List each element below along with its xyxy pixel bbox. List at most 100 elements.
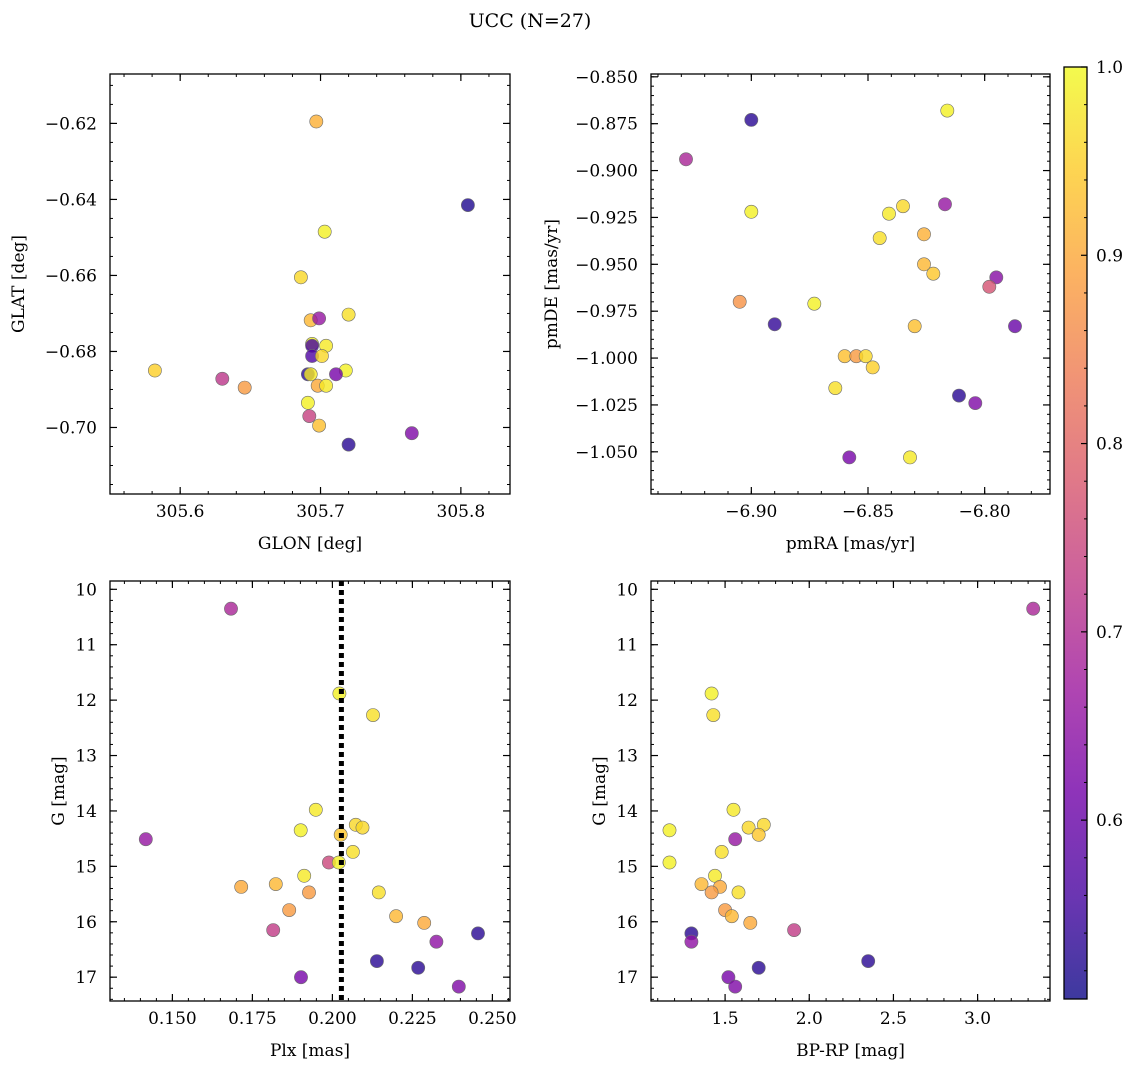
axes-frame [650,73,1051,495]
points-plx-g [138,601,485,994]
y-tick-label: −0.62 [45,114,97,134]
figure-title: UCC (N=27) [469,10,592,32]
scatter-point [345,845,360,859]
y-tick-label: 17 [75,968,97,988]
scatter-point [331,855,346,870]
ticks-bprp-g: 1.5 2.0 2.5 3.0 10 11 12 13 14 15 16 17 [616,580,1050,1029]
y-tick-label: 15 [75,857,97,877]
scatter-point [721,970,736,985]
colorbar-frame [1063,66,1088,1000]
scatter-point [429,934,444,949]
scatter-point [940,103,955,118]
y-tick-label: 11 [616,636,638,656]
scatter-point [679,152,693,167]
scatter-point [366,708,380,722]
y-tick-label: −0.975 [575,302,638,322]
panel-bprp-g: 1.5 2.0 2.5 3.0 10 11 12 13 14 15 16 17 BP-RP [mag] G… [590,580,1051,1061]
scatter-point [266,923,281,937]
points-bprp-g [662,601,1041,994]
scatter-point [858,349,873,364]
y-tick-label: 17 [616,968,638,988]
scatter-point [268,877,283,891]
scatter-point [471,926,485,941]
scatter-point [411,960,426,975]
x-tick-label: 3.0 [964,1009,991,1029]
scatter-point [312,311,326,326]
panel-plx-g: 0.150 0.175 0.200 0.225 0.250 10 11 12 13 14 15 16 1… [49,580,517,1061]
scatter-point [714,845,729,859]
scatter-point [341,437,356,452]
scatter-point [224,601,238,616]
scatter-point [732,294,747,309]
scatter-point [308,802,323,817]
scatter-point [807,296,822,311]
scatter-point [917,227,931,242]
scatter-point [282,903,297,917]
colorbar-tick-label: 1.0 [1096,58,1123,78]
panel-glon-glat: 305.6 305.7 305.8 −0.62 −0.64 −0.66 −0.68 −0.70… [9,73,511,554]
scatter-point [926,266,941,281]
scatter-point [728,979,743,994]
scatter-point [234,880,249,894]
scatter-point [329,367,343,382]
y-tick-label: −0.66 [45,266,97,286]
scatter-point [341,307,356,322]
x-axis-label: BP-RP [mag] [796,1041,905,1061]
x-axis-label: pmRA [mas/yr] [786,534,915,554]
x-tick-label: 305.8 [437,502,486,522]
scatter-point [694,877,709,891]
x-tick-label: 0.200 [308,1009,357,1029]
x-tick-label: 305.6 [156,502,205,522]
y-tick-label: 12 [616,691,638,711]
x-tick-label: 2.5 [880,1009,907,1029]
panel-pmra-pmde: −6.90 −6.85 −6.80 −0.850 −0.875 −0.900 −0.925 −… [542,68,1051,554]
y-axis-label: G [mag] [590,756,610,825]
scatter-point [767,317,782,332]
colorbar-tick-label: 0.9 [1096,246,1123,266]
y-tick-label: −0.875 [575,115,638,135]
x-tick-label: 0.150 [148,1009,197,1029]
scatter-point [704,885,719,900]
scatter-point [952,388,966,403]
scatter-point [741,820,756,835]
scatter-point [404,426,419,441]
scatter-point [314,349,329,363]
scatter-point [968,396,983,410]
scatter-point [309,114,324,129]
y-tick-label: 16 [616,913,638,933]
x-tick-label: 305.7 [296,502,345,522]
y-tick-label: 13 [616,747,638,767]
y-tick-label: −1.000 [575,349,638,369]
scatter-point [989,270,1004,285]
scatter-point [237,380,252,395]
scatter-point [302,409,317,423]
scatter-point [300,395,315,410]
scatter-point [938,197,952,212]
scatter-point [319,378,333,393]
x-tick-label: 0.175 [228,1009,277,1029]
scatter-point [147,363,162,378]
scatter-point [861,954,876,968]
colorbar-tick-label: 0.7 [1096,623,1123,643]
scatter-point [837,349,852,364]
colorbar-tick-label: 0.8 [1096,435,1123,455]
scatter-point [1008,319,1022,334]
colorbar-fill [1064,67,1087,999]
scatter-point [704,686,719,701]
y-tick-label: −0.68 [45,342,97,362]
scatter-point [317,224,332,239]
scatter-point [787,923,801,937]
scatter-point [303,367,318,382]
x-tick-label: 0.225 [388,1009,437,1029]
scatter-point [828,381,843,395]
y-tick-label: 12 [75,691,97,711]
y-tick-label: −0.850 [575,68,638,88]
scatter-point [138,832,153,847]
y-tick-label: 16 [75,913,97,933]
scatter-point [371,885,386,900]
scatter-point [882,206,896,221]
scatter-point [215,371,230,386]
y-tick-label: 14 [75,802,97,822]
colorbar-tick-label: 0.6 [1096,811,1123,831]
